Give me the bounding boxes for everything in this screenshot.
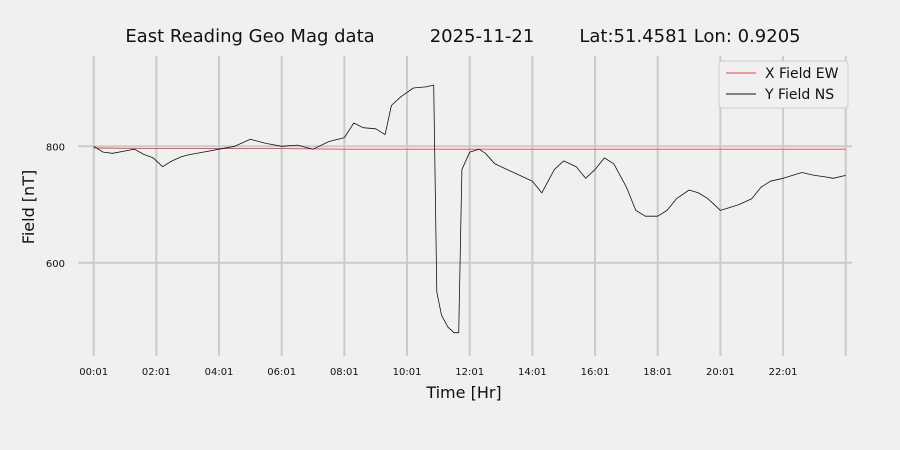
x-gridlines <box>92 56 847 356</box>
y-tick-label-0: 600 <box>46 259 65 270</box>
title-date: 2025-11-21 <box>430 26 535 47</box>
legend: X Field EW Y Field NS <box>718 60 849 109</box>
series-line-y-field-ns <box>93 84 846 334</box>
x-tick-labels: 00:01 02:01 04:01 06:01 08:01 10:01 12:01 14:01… <box>79 367 797 378</box>
x-tick-label-5: 10:01 <box>393 367 422 378</box>
legend-label-y-field: Y Field NS <box>764 87 834 103</box>
x-tick-label-7: 14:01 <box>518 367 547 378</box>
title-location: Lat:51.4581 Lon: 0.9205 <box>579 26 800 47</box>
x-tick-label-11: 22:01 <box>769 367 798 378</box>
x-tick-label-10: 20:01 <box>706 367 735 378</box>
x-tick-label-4: 08:01 <box>330 367 359 378</box>
x-axis-label: Time [Hr] <box>425 383 501 402</box>
y-axis-label: Field [nT] <box>19 170 38 244</box>
title-station: East Reading Geo Mag data <box>125 26 374 47</box>
y-gridlines <box>78 145 852 264</box>
y-tick-label-1: 800 <box>46 142 65 153</box>
y-tick-labels: 600 800 <box>46 142 65 270</box>
x-tick-label-0: 00:01 <box>79 367 108 378</box>
series-line-x-field-ew <box>93 147 846 150</box>
x-tick-label-2: 04:01 <box>205 367 234 378</box>
x-tick-label-6: 12:01 <box>455 367 484 378</box>
x-tick-label-9: 18:01 <box>643 367 672 378</box>
x-tick-label-1: 02:01 <box>142 367 171 378</box>
series-lines <box>93 84 846 334</box>
chart-title: East Reading Geo Mag data 2025-11-21 Lat… <box>125 26 800 47</box>
x-tick-label-3: 06:01 <box>267 367 296 378</box>
x-tick-label-8: 16:01 <box>581 367 610 378</box>
legend-label-x-field: X Field EW <box>765 66 839 82</box>
